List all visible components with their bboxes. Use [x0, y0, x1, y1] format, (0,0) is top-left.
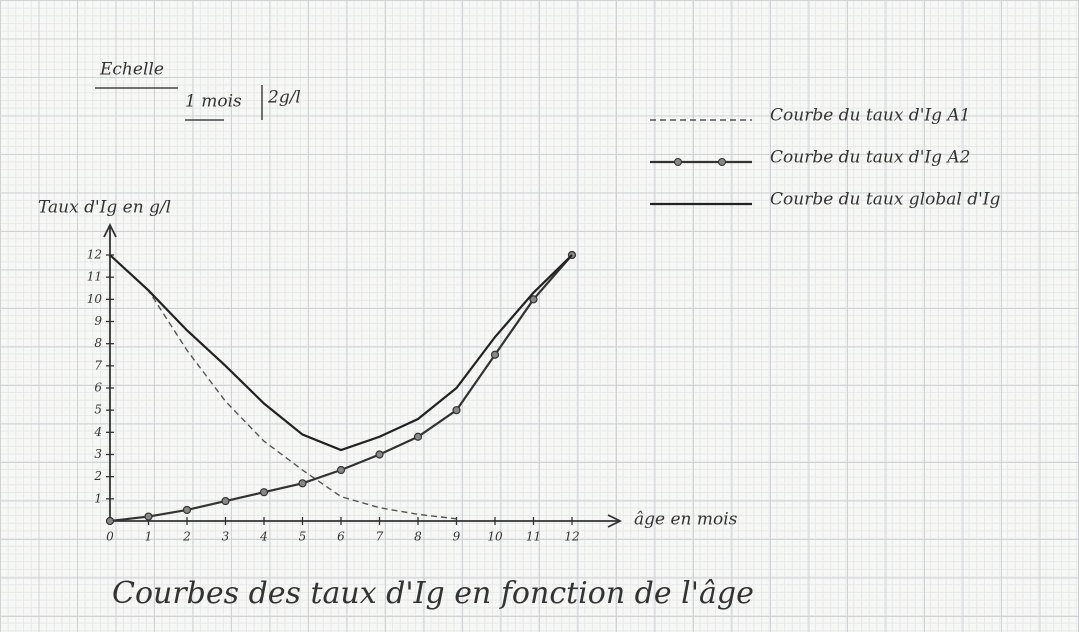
y-tick-label: 10: [87, 292, 103, 306]
chart: Echelle 1 mois 2g/l Taux d'Ig en g/l âge…: [0, 0, 1079, 632]
y-tick-label: 2: [93, 469, 102, 483]
series-marker: [492, 351, 499, 358]
x-tick-label: 10: [487, 530, 503, 544]
y-tick-label: 1: [94, 491, 102, 505]
legend-marker: [675, 159, 682, 166]
legend-label: Courbe du taux global d'Ig: [770, 190, 1000, 210]
x-tick-label: 8: [414, 530, 422, 544]
x-tick-label: 6: [337, 530, 345, 544]
series-marker: [338, 467, 345, 474]
series-line: [110, 255, 572, 521]
x-axis-label: âge en mois: [634, 510, 738, 530]
y-tick-label: 7: [94, 358, 102, 372]
series-marker: [184, 506, 191, 513]
y-tick-label: 9: [94, 314, 102, 328]
y-tick-label: 11: [87, 270, 102, 284]
scale-y: 2g/l: [267, 88, 301, 108]
y-tick-label: 8: [94, 336, 102, 350]
y-tick-label: 5: [94, 403, 102, 417]
series-marker: [453, 407, 460, 414]
x-tick-label: 7: [376, 530, 384, 544]
series-marker: [261, 489, 268, 496]
series-marker: [145, 513, 152, 520]
x-tick-label: 4: [259, 530, 268, 544]
series-line: [110, 255, 457, 519]
x-tick-label: 2: [182, 530, 191, 544]
series-line: [110, 255, 572, 450]
y-tick-label: 4: [93, 425, 102, 439]
x-tick-label: 9: [453, 530, 461, 544]
y-axis-label: Taux d'Ig en g/l: [38, 198, 171, 218]
y-tick-label: 6: [94, 381, 102, 395]
legend-label: Courbe du taux d'Ig A1: [770, 106, 970, 126]
series-marker: [299, 480, 306, 487]
x-tick-label: 5: [299, 530, 307, 544]
x-tick-label: 3: [222, 530, 230, 544]
y-tick-label: 3: [94, 447, 102, 461]
scale-x: 1 mois: [185, 92, 242, 112]
x-tick-label: 0: [106, 530, 114, 544]
y-tick-label: 12: [87, 248, 102, 262]
series-marker: [222, 498, 229, 505]
x-tick-label: 1: [145, 530, 153, 544]
legend-label: Courbe du taux d'Ig A2: [770, 148, 970, 168]
series-marker: [415, 433, 422, 440]
x-tick-label: 12: [564, 530, 579, 544]
legend-marker: [719, 159, 726, 166]
chart-title: Courbes des taux d'Ig en fonction de l'â…: [112, 576, 754, 611]
series-marker: [107, 518, 114, 525]
series-marker: [376, 451, 383, 458]
x-tick-label: 11: [526, 530, 541, 544]
scale-title: Echelle: [99, 60, 164, 80]
